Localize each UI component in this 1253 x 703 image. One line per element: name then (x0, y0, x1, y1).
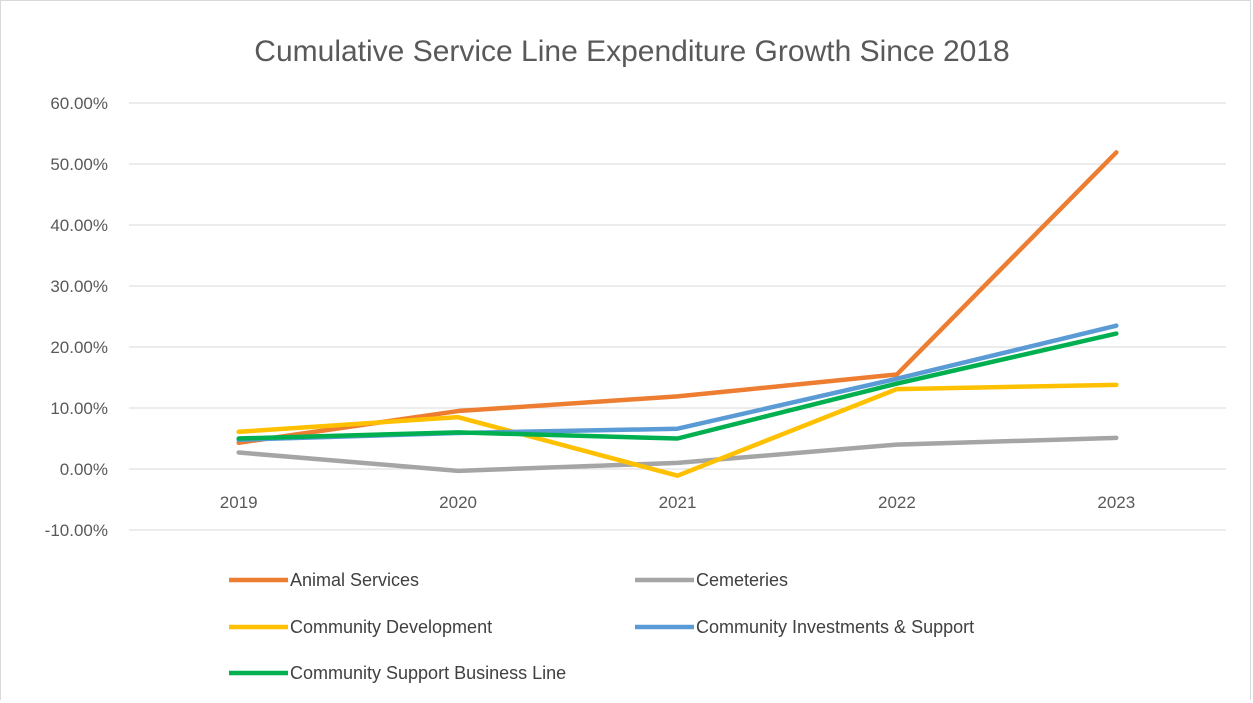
y-tick-label: -10.00% (45, 521, 108, 540)
series-lines (239, 152, 1117, 475)
legend-label: Cemeteries (696, 570, 788, 590)
x-tick-label: 2021 (659, 493, 697, 512)
legend-label: Animal Services (290, 570, 419, 590)
y-axis-ticks: -10.00% 0.00% 10.00% 20.00% 30.00% 40.00% 50.0… (45, 94, 108, 540)
legend: Animal Services Cemeteries Community Devel… (229, 570, 974, 683)
gridlines (129, 103, 1226, 530)
series-line-1 (239, 438, 1117, 471)
y-tick-label: 60.00% (50, 94, 108, 113)
series-line-0 (239, 152, 1117, 442)
y-tick-label: 40.00% (50, 216, 108, 235)
x-tick-label: 2020 (439, 493, 477, 512)
x-axis-ticks: 2019 2020 2021 2022 2023 (220, 493, 1135, 512)
x-tick-label: 2023 (1097, 493, 1135, 512)
y-tick-label: 0.00% (60, 460, 108, 479)
chart-title: Cumulative Service Line Expenditure Grow… (254, 35, 1009, 68)
legend-label: Community Investments & Support (696, 617, 974, 637)
y-tick-label: 10.00% (50, 399, 108, 418)
y-tick-label: 50.00% (50, 155, 108, 174)
legend-label: Community Development (290, 617, 492, 637)
x-tick-label: 2022 (878, 493, 916, 512)
y-tick-label: 20.00% (50, 338, 108, 357)
y-tick-label: 30.00% (50, 277, 108, 296)
x-tick-label: 2019 (220, 493, 258, 512)
legend-label: Community Support Business Line (290, 663, 566, 683)
